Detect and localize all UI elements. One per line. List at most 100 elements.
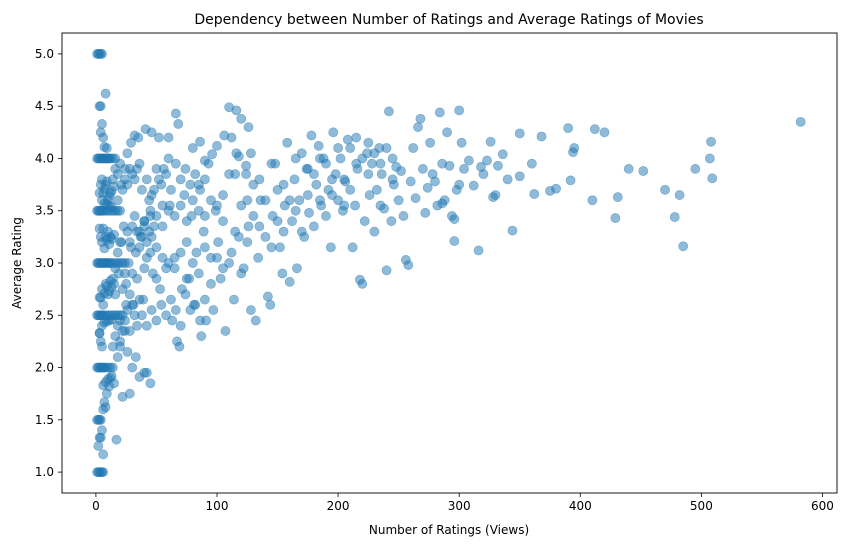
data-point xyxy=(100,88,111,99)
data-point xyxy=(100,402,111,413)
data-point xyxy=(145,205,156,216)
data-point xyxy=(206,279,216,289)
data-point xyxy=(364,190,375,200)
data-point xyxy=(195,184,205,195)
data-point xyxy=(482,155,492,166)
data-point xyxy=(485,136,496,147)
data-point xyxy=(302,190,313,200)
data-point xyxy=(442,127,452,138)
data-point xyxy=(109,229,119,240)
y-tick-label: 4.5 xyxy=(35,99,54,113)
data-point xyxy=(226,247,237,258)
data-point xyxy=(638,166,649,176)
y-axis-label: Average Rating xyxy=(10,217,24,309)
data-point xyxy=(175,200,186,211)
data-point xyxy=(111,434,122,445)
data-point xyxy=(313,141,324,151)
data-point xyxy=(137,184,147,195)
data-point xyxy=(381,265,392,276)
data-point xyxy=(122,179,133,190)
data-point xyxy=(180,289,191,300)
data-point xyxy=(146,127,157,138)
data-point xyxy=(187,195,198,206)
data-point xyxy=(669,212,680,222)
data-point xyxy=(229,294,239,305)
x-tick-label: 0 xyxy=(92,499,100,513)
data-point xyxy=(430,176,440,187)
data-point xyxy=(678,241,689,252)
data-point xyxy=(124,326,135,336)
data-point xyxy=(275,242,285,253)
data-point xyxy=(207,149,218,160)
data-point xyxy=(170,108,181,119)
plot-frame xyxy=(61,32,838,494)
data-point xyxy=(208,305,219,315)
data-point xyxy=(230,226,241,237)
data-point xyxy=(132,320,142,331)
chart-title: Dependency between Number of Ratings and… xyxy=(194,12,703,28)
data-point xyxy=(175,174,186,185)
data-point xyxy=(304,207,314,218)
data-point xyxy=(278,179,289,190)
data-point xyxy=(141,174,152,185)
data-point xyxy=(220,326,231,336)
data-point xyxy=(478,169,489,180)
data-point xyxy=(241,169,251,180)
data-point xyxy=(526,158,537,169)
data-point xyxy=(141,320,152,331)
data-point xyxy=(112,195,123,206)
y-tick-label: 5.0 xyxy=(35,47,54,61)
data-point xyxy=(179,190,190,200)
data-point xyxy=(166,294,176,305)
data-point xyxy=(375,200,386,211)
data-point xyxy=(327,174,337,185)
data-point xyxy=(115,237,126,247)
data-point xyxy=(246,305,256,315)
data-point xyxy=(363,169,374,180)
data-point xyxy=(199,155,210,166)
data-point xyxy=(359,216,370,227)
data-point xyxy=(129,310,140,321)
y-tick-label: 4.0 xyxy=(35,151,54,165)
x-tick-label: 300 xyxy=(448,499,471,513)
data-point xyxy=(587,195,598,206)
data-point xyxy=(246,148,256,159)
data-point xyxy=(166,184,176,195)
data-point xyxy=(284,276,295,287)
data-point xyxy=(93,441,104,451)
data-point xyxy=(398,211,409,221)
data-point xyxy=(396,166,406,176)
data-point xyxy=(612,192,623,203)
data-point xyxy=(98,467,109,477)
data-point xyxy=(387,153,398,164)
data-point xyxy=(351,132,362,143)
data-point xyxy=(174,341,185,352)
data-point xyxy=(308,221,319,232)
data-point xyxy=(97,341,107,352)
data-point xyxy=(327,190,337,200)
data-points xyxy=(92,49,806,477)
data-point xyxy=(376,169,387,180)
y-tick-label: 2.0 xyxy=(35,361,54,375)
data-point xyxy=(175,320,186,331)
x-tick-label: 500 xyxy=(690,499,713,513)
y-tick-label: 3.0 xyxy=(35,256,54,270)
data-point xyxy=(243,122,254,132)
data-point xyxy=(97,49,107,59)
data-point xyxy=(387,174,398,185)
data-point xyxy=(212,200,222,211)
y-tick-label: 2.5 xyxy=(35,308,54,322)
data-point xyxy=(109,378,119,389)
data-point xyxy=(199,211,210,221)
data-point xyxy=(674,190,685,200)
data-point xyxy=(123,258,134,268)
data-point xyxy=(120,268,130,279)
data-point xyxy=(357,153,368,164)
data-point xyxy=(328,127,339,138)
data-point xyxy=(265,299,276,310)
y-axis-ticks: 1.0 1.5 2.0 2.5 3.0 3.5 4.0 4.5 5.0 xyxy=(35,47,62,479)
data-point xyxy=(243,221,254,232)
data-point xyxy=(325,242,336,253)
data-point xyxy=(294,195,305,206)
data-point xyxy=(169,263,180,274)
